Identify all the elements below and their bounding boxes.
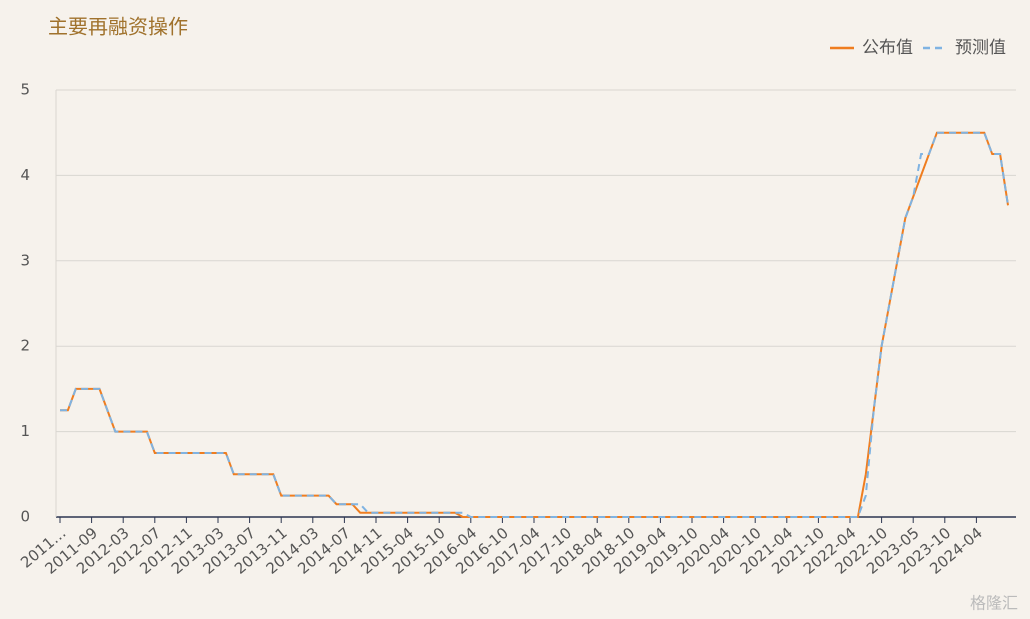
y-tick-label: 2 [20,337,30,355]
y-tick-label: 4 [20,166,30,184]
legend-label: 公布值 [862,38,913,58]
y-tick-label: 1 [20,422,30,440]
legend-label: 预测值 [955,38,1006,58]
y-tick-label: 0 [20,508,30,526]
y-tick-label: 5 [20,81,30,99]
watermark: 格隆汇 [970,594,1018,613]
series-line [60,131,1009,518]
chart-title: 主要再融资操作 [48,15,188,39]
y-tick-label: 3 [20,251,30,269]
